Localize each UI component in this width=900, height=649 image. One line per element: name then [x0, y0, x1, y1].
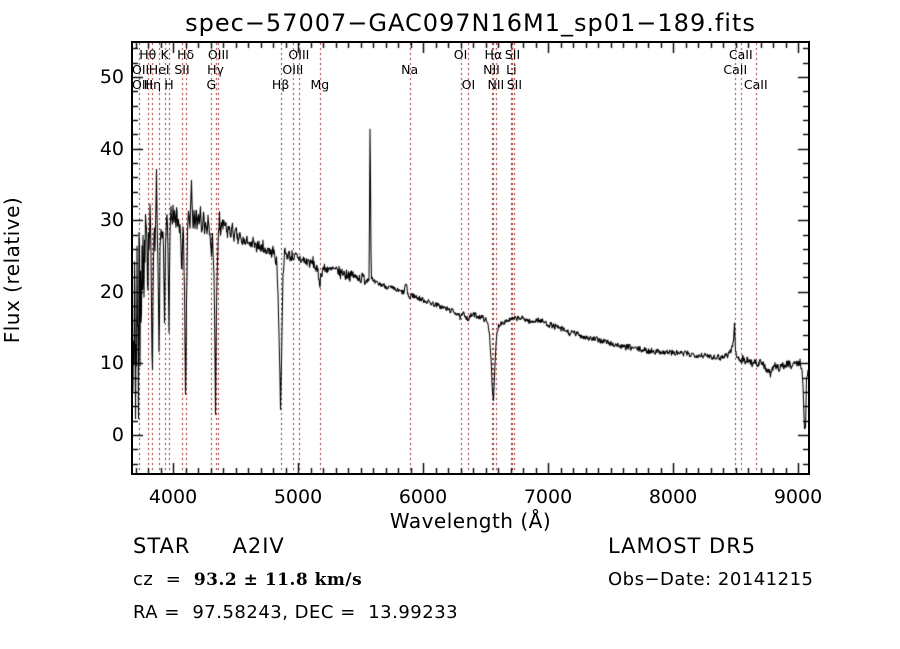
spectral-line-label: HeI — [148, 62, 170, 77]
x-tick-label: 9000 — [773, 486, 823, 508]
spectral-line-label: NII — [487, 77, 505, 92]
cz-prefix: cz = — [133, 569, 194, 590]
spectral-line-label: G — [206, 77, 217, 92]
y-tick-label: 40 — [99, 137, 124, 160]
y-tick-label: 0 — [111, 423, 124, 446]
spectral-line-label: Hδ — [177, 47, 195, 62]
cz-value: 93.2 ± 11.8 km/s — [193, 570, 363, 590]
obs-date: Obs−Date: 20141215 — [608, 569, 814, 590]
spectral-line-label: CaII — [743, 77, 768, 92]
spectral-line-label: OIII — [207, 47, 229, 62]
spectral-line-label: Hα — [484, 47, 503, 62]
x-axis-label: Wavelength (Å) — [389, 509, 552, 533]
spectral-line-label: SII — [174, 62, 190, 77]
y-tick-label: 10 — [99, 352, 124, 375]
spectral-line-label: CaII — [728, 47, 753, 62]
y-tick-label: 50 — [99, 66, 124, 88]
spectral-line-label: OIII — [282, 62, 304, 77]
x-tick-label: 8000 — [648, 486, 698, 508]
cz-line: cz = 93.2 ± 11.8 km/s — [133, 569, 362, 590]
spectral-line-label: SII — [504, 47, 521, 62]
object-class-line: STAR A2IV — [133, 534, 285, 558]
plot-title: spec−57007−GAC097N16M1_sp01−189.fits — [185, 9, 756, 37]
spectral-line-label: Na — [401, 62, 419, 77]
spectral-line-label: Li — [506, 62, 517, 77]
plot-area — [131, 41, 810, 475]
spectrum-canvas — [133, 43, 808, 473]
spectral-line-label: Mg — [310, 77, 330, 92]
x-tick-label: 5000 — [273, 486, 323, 508]
spectral-line-label: H — [164, 77, 174, 92]
spectral-line-label: Hη — [143, 77, 162, 92]
spectral-line-label: OI — [453, 47, 468, 62]
x-tick-label: 6000 — [398, 486, 448, 508]
spectral-line-label: OIII — [132, 77, 153, 92]
spectral-line-label: SII — [506, 77, 523, 92]
spectral-line-label: Hγ — [207, 62, 224, 77]
x-tick-label: 7000 — [523, 486, 573, 508]
spectral-line-label: K — [160, 47, 169, 62]
spectral-line-label: CaII — [723, 62, 748, 77]
spectral-line-label: OI — [461, 77, 476, 92]
spectral-line-label: OII — [132, 62, 150, 77]
spectral-line-label: Hθ — [139, 47, 157, 62]
object-class: STAR — [133, 534, 191, 558]
spectral-line-label: Hβ — [271, 77, 290, 92]
y-axis-label: Flux (relative) — [0, 196, 24, 344]
survey-label: LAMOST DR5 — [608, 534, 757, 558]
y-tick-label: 20 — [99, 280, 124, 303]
object-subclass: A2IV — [232, 534, 285, 558]
spectral-line-label: OIII — [288, 47, 310, 62]
spectral-line-label: NII — [483, 62, 500, 77]
ra-dec-line: RA = 97.58243, DEC = 13.99233 — [133, 602, 459, 623]
y-tick-label: 30 — [99, 209, 124, 232]
x-tick-label: 4000 — [148, 486, 198, 508]
